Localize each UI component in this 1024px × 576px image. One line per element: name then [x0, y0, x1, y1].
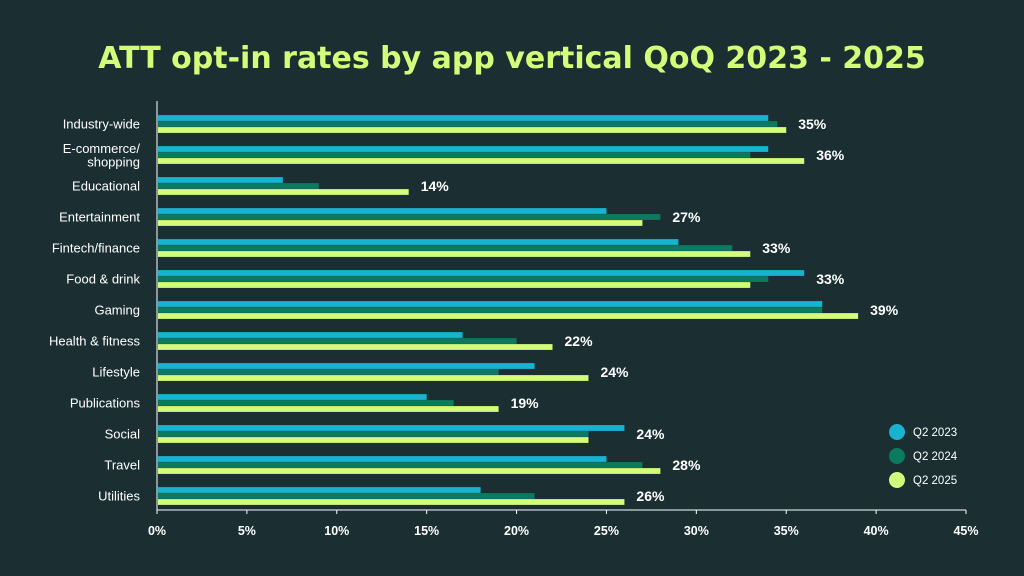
bar-q2-2024 [158, 121, 778, 127]
bar-q2-2025 [158, 127, 787, 133]
bar-q2-2025 [158, 468, 661, 474]
category-labels: Industry-wide E-commerce/shopping Educatio… [49, 117, 141, 504]
legend-label: Q2 2023 [913, 427, 957, 439]
bar-q2-2024 [158, 493, 535, 499]
x-tick-label: 5% [238, 524, 256, 538]
bar-q2-2025 [158, 499, 625, 505]
category-label: Publications [70, 396, 141, 411]
data-label: 39% [870, 302, 899, 318]
legend: Q2 2023 Q2 2024 Q2 2025 [889, 424, 958, 488]
bar-q2-2023 [158, 270, 805, 276]
bar-q2-2023 [158, 363, 535, 369]
x-tick-label: 10% [324, 524, 349, 538]
data-labels: 35% 36% 14% 27% 33% 33% 39% 22% 24% 19% 24% 28% 26% [421, 116, 899, 504]
data-label: 24% [600, 364, 629, 380]
category-label: Utilities [98, 489, 140, 504]
bar-q2-2025 [158, 344, 553, 350]
x-tick-label: 30% [684, 524, 709, 538]
bar-q2-2025 [158, 282, 751, 288]
bar-q2-2024 [158, 462, 643, 468]
data-label: 26% [636, 488, 665, 504]
bar-q2-2024 [158, 152, 751, 158]
bar-q2-2023 [158, 425, 625, 431]
bar-q2-2025 [158, 406, 499, 412]
bar-q2-2025 [158, 158, 805, 164]
bar-q2-2023 [158, 394, 427, 400]
x-tick-label: 45% [953, 524, 978, 538]
chart-title: ATT opt-in rates by app vertical QoQ 202… [98, 41, 926, 76]
category-label: E-commerce/shopping [63, 141, 141, 170]
bar-q2-2023 [158, 332, 463, 338]
bar-q2-2024 [158, 338, 517, 344]
x-tick-label: 0% [148, 524, 166, 538]
x-tick-label: 20% [504, 524, 529, 538]
bar-q2-2025 [158, 220, 643, 226]
bar-q2-2023 [158, 301, 823, 307]
legend-label: Q2 2025 [913, 475, 957, 487]
category-label: Lifestyle [92, 365, 140, 380]
bar-q2-2023 [158, 208, 607, 214]
bar-q2-2023 [158, 456, 607, 462]
x-tick-label: 15% [414, 524, 439, 538]
category-label: Fintech/finance [52, 241, 140, 256]
legend-swatch [889, 472, 905, 488]
data-label: 22% [565, 333, 594, 349]
legend-label: Q2 2024 [913, 451, 958, 463]
bar-q2-2025 [158, 375, 589, 381]
category-label: Industry-wide [63, 117, 140, 132]
category-label: Health & fitness [49, 334, 141, 349]
data-label: 33% [816, 271, 845, 287]
category-label: Social [105, 427, 141, 442]
legend-swatch [889, 424, 905, 440]
category-label: Food & drink [66, 272, 140, 287]
bar-q2-2023 [158, 177, 283, 183]
x-tick-label: 35% [774, 524, 799, 538]
bar-q2-2024 [158, 400, 454, 406]
bar-q2-2025 [158, 437, 589, 443]
data-label: 24% [636, 426, 665, 442]
bar-q2-2025 [158, 189, 409, 195]
data-label: 35% [798, 116, 827, 132]
bar-q2-2024 [158, 214, 661, 220]
data-label: 33% [762, 240, 791, 256]
data-label: 14% [421, 178, 450, 194]
bar-q2-2024 [158, 307, 823, 313]
data-label: 36% [816, 147, 845, 163]
bar-q2-2025 [158, 251, 751, 257]
bar-q2-2025 [158, 313, 859, 319]
bar-q2-2024 [158, 369, 499, 375]
data-label: 28% [672, 457, 701, 473]
bar-q2-2023 [158, 146, 769, 152]
legend-swatch [889, 448, 905, 464]
category-label: Entertainment [59, 210, 140, 225]
bar-q2-2024 [158, 245, 733, 251]
bar-q2-2023 [158, 487, 481, 493]
bar-q2-2023 [158, 115, 769, 121]
bar-q2-2024 [158, 431, 589, 437]
category-label: Educational [72, 179, 140, 194]
data-label: 27% [672, 209, 701, 225]
x-tick-label: 40% [864, 524, 889, 538]
category-label: Gaming [94, 303, 140, 318]
bar-q2-2024 [158, 183, 319, 189]
bars-group [158, 115, 859, 505]
bar-q2-2023 [158, 239, 679, 245]
category-label: Travel [104, 458, 140, 473]
x-tick-label: 25% [594, 524, 619, 538]
bar-q2-2024 [158, 276, 769, 282]
x-axis-ticks: 0% 5% 10% 15% 20% 25% 30% 35% 40% 45% [148, 510, 979, 538]
data-label: 19% [511, 395, 540, 411]
